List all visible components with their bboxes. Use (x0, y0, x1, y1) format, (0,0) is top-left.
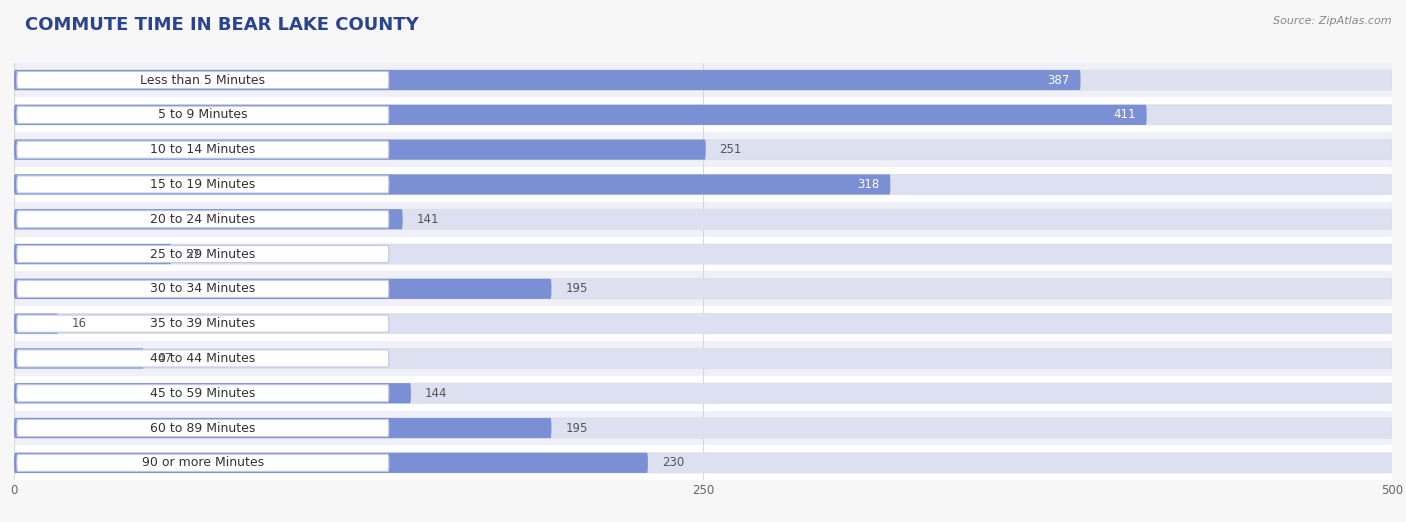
Text: 411: 411 (1114, 109, 1136, 121)
FancyBboxPatch shape (14, 139, 706, 160)
Bar (0, 236, 1406, 271)
FancyBboxPatch shape (17, 350, 389, 367)
FancyBboxPatch shape (14, 244, 172, 264)
FancyBboxPatch shape (14, 209, 402, 229)
FancyBboxPatch shape (14, 174, 890, 195)
FancyBboxPatch shape (14, 314, 58, 334)
Text: 251: 251 (720, 143, 742, 156)
Text: COMMUTE TIME IN BEAR LAKE COUNTY: COMMUTE TIME IN BEAR LAKE COUNTY (25, 16, 419, 33)
FancyBboxPatch shape (17, 385, 389, 402)
FancyBboxPatch shape (17, 315, 389, 332)
FancyBboxPatch shape (17, 72, 389, 89)
Text: 318: 318 (858, 178, 879, 191)
Text: 45 to 59 Minutes: 45 to 59 Minutes (150, 387, 256, 400)
Text: 47: 47 (157, 352, 173, 365)
Text: 15 to 19 Minutes: 15 to 19 Minutes (150, 178, 256, 191)
FancyBboxPatch shape (14, 348, 143, 369)
FancyBboxPatch shape (14, 453, 648, 473)
Bar (0, 271, 1406, 306)
FancyBboxPatch shape (17, 245, 389, 263)
FancyBboxPatch shape (14, 279, 551, 299)
FancyBboxPatch shape (14, 453, 1392, 473)
FancyBboxPatch shape (14, 105, 1392, 125)
Bar (0, 376, 1406, 411)
Bar (0, 306, 1406, 341)
Text: 5 to 9 Minutes: 5 to 9 Minutes (157, 109, 247, 121)
FancyBboxPatch shape (14, 70, 1392, 90)
FancyBboxPatch shape (14, 279, 1392, 299)
Text: 20 to 24 Minutes: 20 to 24 Minutes (150, 213, 256, 226)
Text: 387: 387 (1047, 74, 1070, 87)
FancyBboxPatch shape (14, 418, 1392, 438)
Text: 141: 141 (416, 213, 439, 226)
Bar (0, 202, 1406, 236)
FancyBboxPatch shape (17, 141, 389, 158)
Text: 195: 195 (565, 282, 588, 295)
Bar (0, 98, 1406, 132)
Bar (0, 167, 1406, 202)
FancyBboxPatch shape (14, 383, 411, 404)
Text: 90 or more Minutes: 90 or more Minutes (142, 456, 264, 469)
FancyBboxPatch shape (17, 280, 389, 298)
Bar (0, 411, 1406, 445)
FancyBboxPatch shape (14, 70, 1081, 90)
FancyBboxPatch shape (17, 176, 389, 193)
Bar (0, 341, 1406, 376)
Text: 10 to 14 Minutes: 10 to 14 Minutes (150, 143, 256, 156)
FancyBboxPatch shape (17, 211, 389, 228)
Text: 30 to 34 Minutes: 30 to 34 Minutes (150, 282, 256, 295)
FancyBboxPatch shape (17, 106, 389, 123)
Text: 60 to 89 Minutes: 60 to 89 Minutes (150, 422, 256, 434)
FancyBboxPatch shape (14, 174, 1392, 195)
FancyBboxPatch shape (14, 383, 1392, 404)
FancyBboxPatch shape (14, 314, 1392, 334)
FancyBboxPatch shape (14, 244, 1392, 264)
Text: 230: 230 (662, 456, 683, 469)
Text: 25 to 29 Minutes: 25 to 29 Minutes (150, 247, 256, 260)
Bar (0, 445, 1406, 480)
Text: 144: 144 (425, 387, 447, 400)
FancyBboxPatch shape (14, 105, 1147, 125)
Bar (0, 132, 1406, 167)
FancyBboxPatch shape (14, 348, 1392, 369)
FancyBboxPatch shape (17, 420, 389, 436)
Bar (0, 63, 1406, 98)
Text: Less than 5 Minutes: Less than 5 Minutes (141, 74, 266, 87)
Text: 16: 16 (72, 317, 87, 330)
FancyBboxPatch shape (14, 418, 551, 438)
Text: 57: 57 (186, 247, 200, 260)
FancyBboxPatch shape (17, 454, 389, 471)
Text: 40 to 44 Minutes: 40 to 44 Minutes (150, 352, 256, 365)
Text: 35 to 39 Minutes: 35 to 39 Minutes (150, 317, 256, 330)
FancyBboxPatch shape (14, 209, 1392, 229)
FancyBboxPatch shape (14, 139, 1392, 160)
Text: Source: ZipAtlas.com: Source: ZipAtlas.com (1274, 16, 1392, 26)
Text: 195: 195 (565, 422, 588, 434)
